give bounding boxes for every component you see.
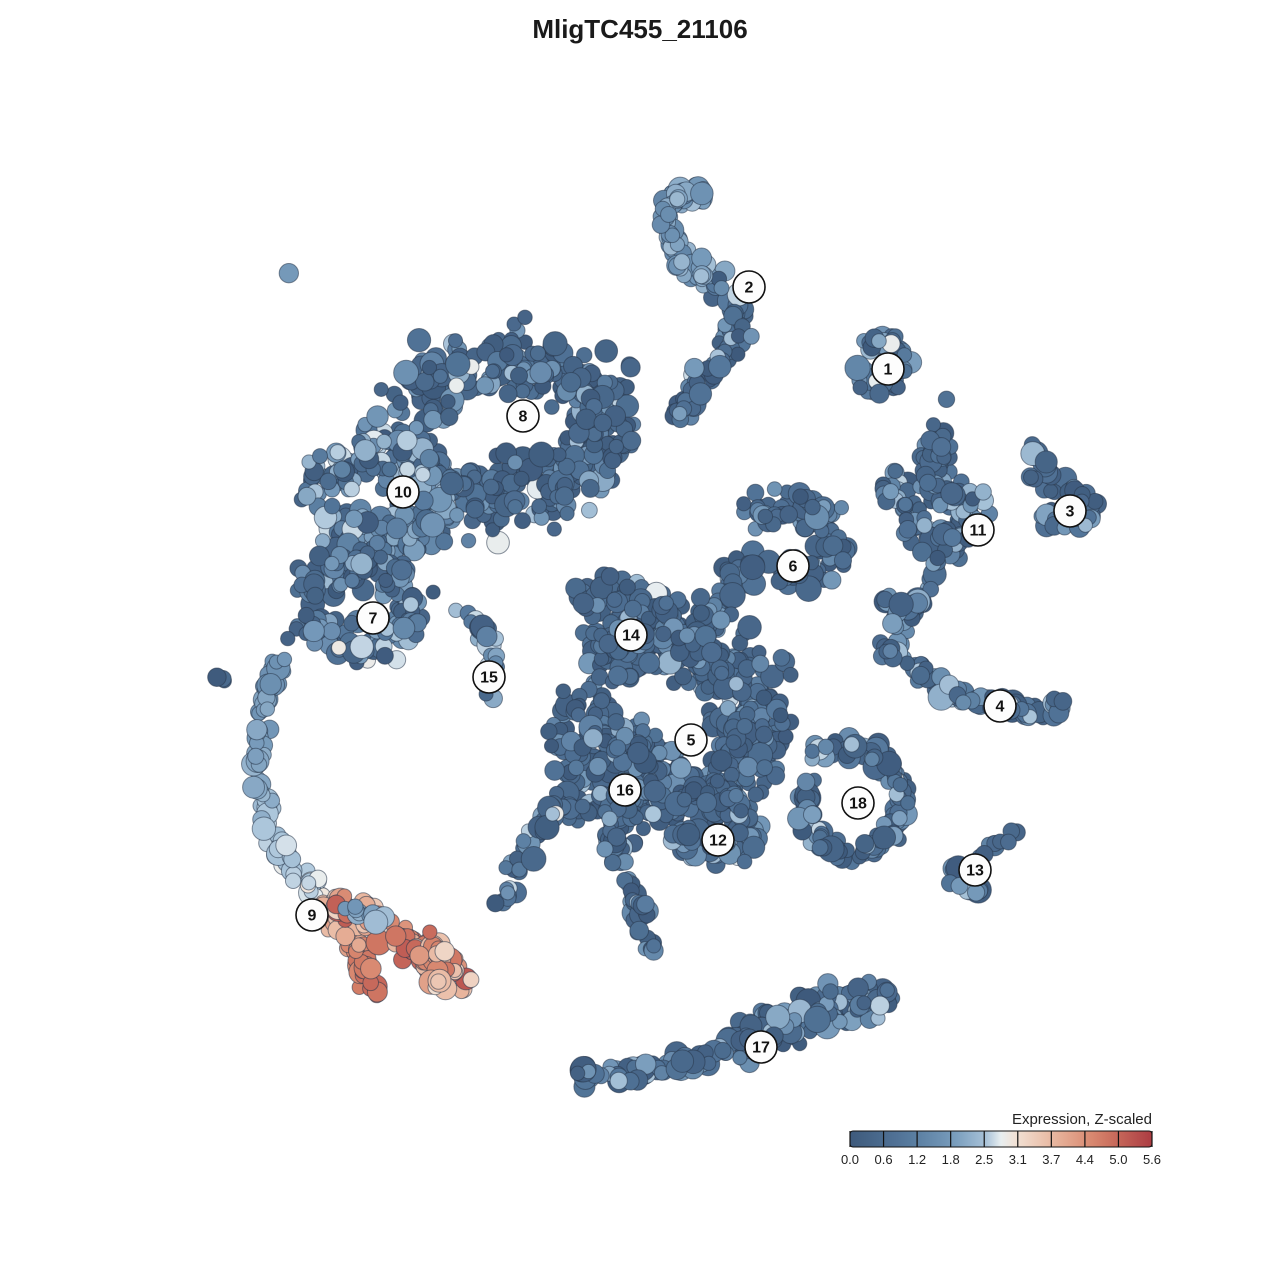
svg-text:0.0: 0.0	[841, 1152, 859, 1167]
svg-text:3: 3	[1066, 504, 1075, 521]
svg-text:9: 9	[308, 908, 317, 925]
svg-text:15: 15	[480, 670, 498, 687]
svg-text:2: 2	[745, 280, 754, 297]
svg-text:7: 7	[369, 611, 378, 628]
svg-text:1.8: 1.8	[942, 1152, 960, 1167]
svg-text:0.6: 0.6	[875, 1152, 893, 1167]
svg-text:1: 1	[884, 362, 893, 379]
svg-text:12: 12	[709, 833, 727, 850]
svg-text:6: 6	[789, 559, 798, 576]
svg-text:10: 10	[394, 485, 412, 502]
svg-text:18: 18	[849, 796, 867, 813]
svg-text:4: 4	[996, 699, 1005, 716]
svg-text:2.5: 2.5	[975, 1152, 993, 1167]
svg-text:11: 11	[970, 523, 987, 540]
svg-text:17: 17	[752, 1040, 770, 1057]
svg-text:3.7: 3.7	[1042, 1152, 1060, 1167]
svg-text:5.0: 5.0	[1109, 1152, 1127, 1167]
svg-text:5: 5	[687, 733, 696, 750]
svg-text:13: 13	[966, 863, 984, 880]
svg-text:8: 8	[519, 409, 528, 426]
svg-text:5.6: 5.6	[1143, 1152, 1161, 1167]
svg-text:16: 16	[616, 783, 634, 800]
svg-text:14: 14	[622, 628, 640, 645]
svg-text:4.4: 4.4	[1076, 1152, 1094, 1167]
svg-text:1.2: 1.2	[908, 1152, 926, 1167]
svg-text:Expression, Z-scaled: Expression, Z-scaled	[1012, 1111, 1152, 1128]
svg-text:3.1: 3.1	[1009, 1152, 1027, 1167]
